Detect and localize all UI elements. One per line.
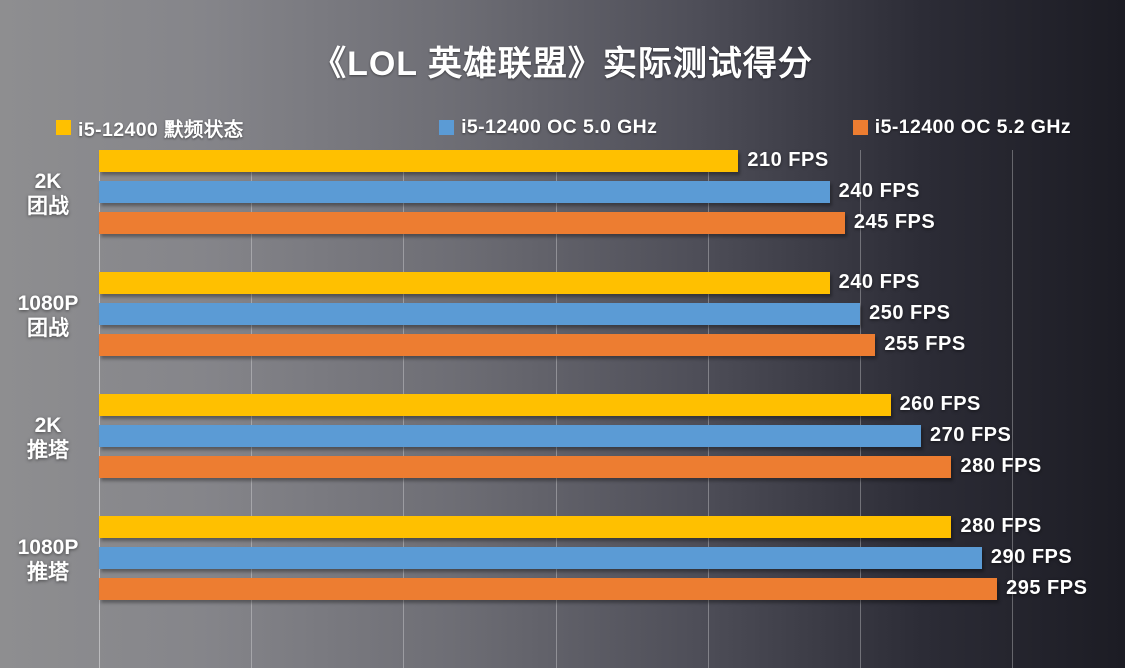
category-label: 2K 团战 bbox=[0, 169, 96, 220]
bar-row: 210 FPS bbox=[99, 149, 1125, 181]
category-label-line: 团战 bbox=[27, 195, 69, 219]
category-label: 1080P 推塔 bbox=[0, 535, 96, 586]
category-label-line: 推塔 bbox=[27, 439, 69, 463]
category-label-line: 团战 bbox=[27, 317, 69, 341]
bar[interactable] bbox=[99, 578, 998, 600]
bar[interactable] bbox=[99, 272, 830, 294]
bar[interactable] bbox=[99, 456, 952, 478]
bar[interactable] bbox=[99, 303, 861, 325]
category-label-line: 2K bbox=[34, 413, 62, 437]
plot-area: 2K 团战 210 FPS 240 FPS 245 FPS 1080P 团战 240 FPS 2… bbox=[18, 149, 1125, 668]
bar-row: 245 FPS bbox=[99, 211, 1125, 243]
bar-value-label: 270 FPS bbox=[930, 424, 1012, 446]
bar-row: 290 FPS bbox=[99, 546, 1125, 578]
bar-value-label: 295 FPS bbox=[1006, 577, 1088, 599]
legend-item-0[interactable]: i5-12400 默频状态 bbox=[56, 113, 244, 142]
bar-value-label: 240 FPS bbox=[838, 180, 920, 202]
chart-legend: i5-12400 默频状态 i5-12400 OC 5.0 GHz i5-12400… bbox=[56, 113, 1071, 142]
bar-row: 295 FPS bbox=[99, 577, 1125, 609]
category-label-line: 1080P bbox=[17, 535, 79, 559]
chart-title: 《LOL 英雄联盟》实际测试得分 bbox=[312, 45, 813, 83]
bar-row: 250 FPS bbox=[99, 302, 1125, 334]
legend-item-label: i5-12400 OC 5.2 GHz bbox=[874, 116, 1071, 138]
legend-item-label: i5-12400 默频状态 bbox=[78, 119, 244, 141]
category-label-line: 2K bbox=[34, 169, 62, 193]
category-label-line: 1080P bbox=[17, 291, 79, 315]
bar[interactable] bbox=[99, 181, 830, 203]
bar-value-label: 240 FPS bbox=[838, 271, 920, 293]
bar[interactable] bbox=[99, 334, 876, 356]
bar-value-label: 255 FPS bbox=[884, 333, 966, 355]
category-group: 2K 团战 210 FPS 240 FPS 245 FPS bbox=[27, 149, 1125, 243]
legend-swatch-icon bbox=[439, 120, 455, 135]
bar[interactable] bbox=[99, 394, 891, 416]
legend-item-label: i5-12400 OC 5.0 GHz bbox=[461, 116, 658, 138]
bar-value-label: 290 FPS bbox=[990, 546, 1073, 568]
bar-value-label: 280 FPS bbox=[960, 455, 1042, 477]
category-group: 1080P 团战 240 FPS 250 FPS 255 FPS bbox=[18, 271, 1125, 365]
legend-item-1[interactable]: i5-12400 OC 5.0 GHz bbox=[439, 116, 657, 139]
bar-row: 240 FPS bbox=[99, 180, 1125, 212]
bar-value-label: 245 FPS bbox=[853, 211, 936, 233]
legend-swatch-icon bbox=[56, 120, 71, 135]
bar-value-label: 260 FPS bbox=[899, 393, 981, 415]
bar-row: 280 FPS bbox=[99, 455, 1125, 487]
category-group: 2K 推塔 260 FPS 270 FPS 280 FPS bbox=[27, 393, 1125, 487]
category-label: 1080P 团战 bbox=[0, 291, 96, 342]
category-group: 1080P 推塔 280 FPS 290 FPS 295 FPS bbox=[18, 515, 1125, 609]
bar-row: 255 FPS bbox=[99, 333, 1125, 365]
bar-row: 280 FPS bbox=[99, 515, 1125, 547]
bar[interactable] bbox=[99, 425, 922, 447]
bar[interactable] bbox=[99, 547, 982, 569]
bar-value-label: 280 FPS bbox=[960, 515, 1042, 537]
bar-value-label: 250 FPS bbox=[869, 302, 951, 324]
bar-value-label: 210 FPS bbox=[747, 149, 829, 171]
bar[interactable] bbox=[99, 150, 739, 172]
bar-row: 270 FPS bbox=[99, 424, 1125, 456]
bar-row: 260 FPS bbox=[99, 393, 1125, 425]
bar-row: 240 FPS bbox=[99, 271, 1125, 303]
category-label: 2K 推塔 bbox=[0, 413, 96, 464]
category-label-line: 推塔 bbox=[27, 561, 69, 585]
bar[interactable] bbox=[99, 212, 845, 234]
legend-swatch-icon bbox=[852, 120, 868, 135]
legend-item-2[interactable]: i5-12400 OC 5.2 GHz bbox=[852, 116, 1071, 139]
bar[interactable] bbox=[99, 516, 952, 538]
